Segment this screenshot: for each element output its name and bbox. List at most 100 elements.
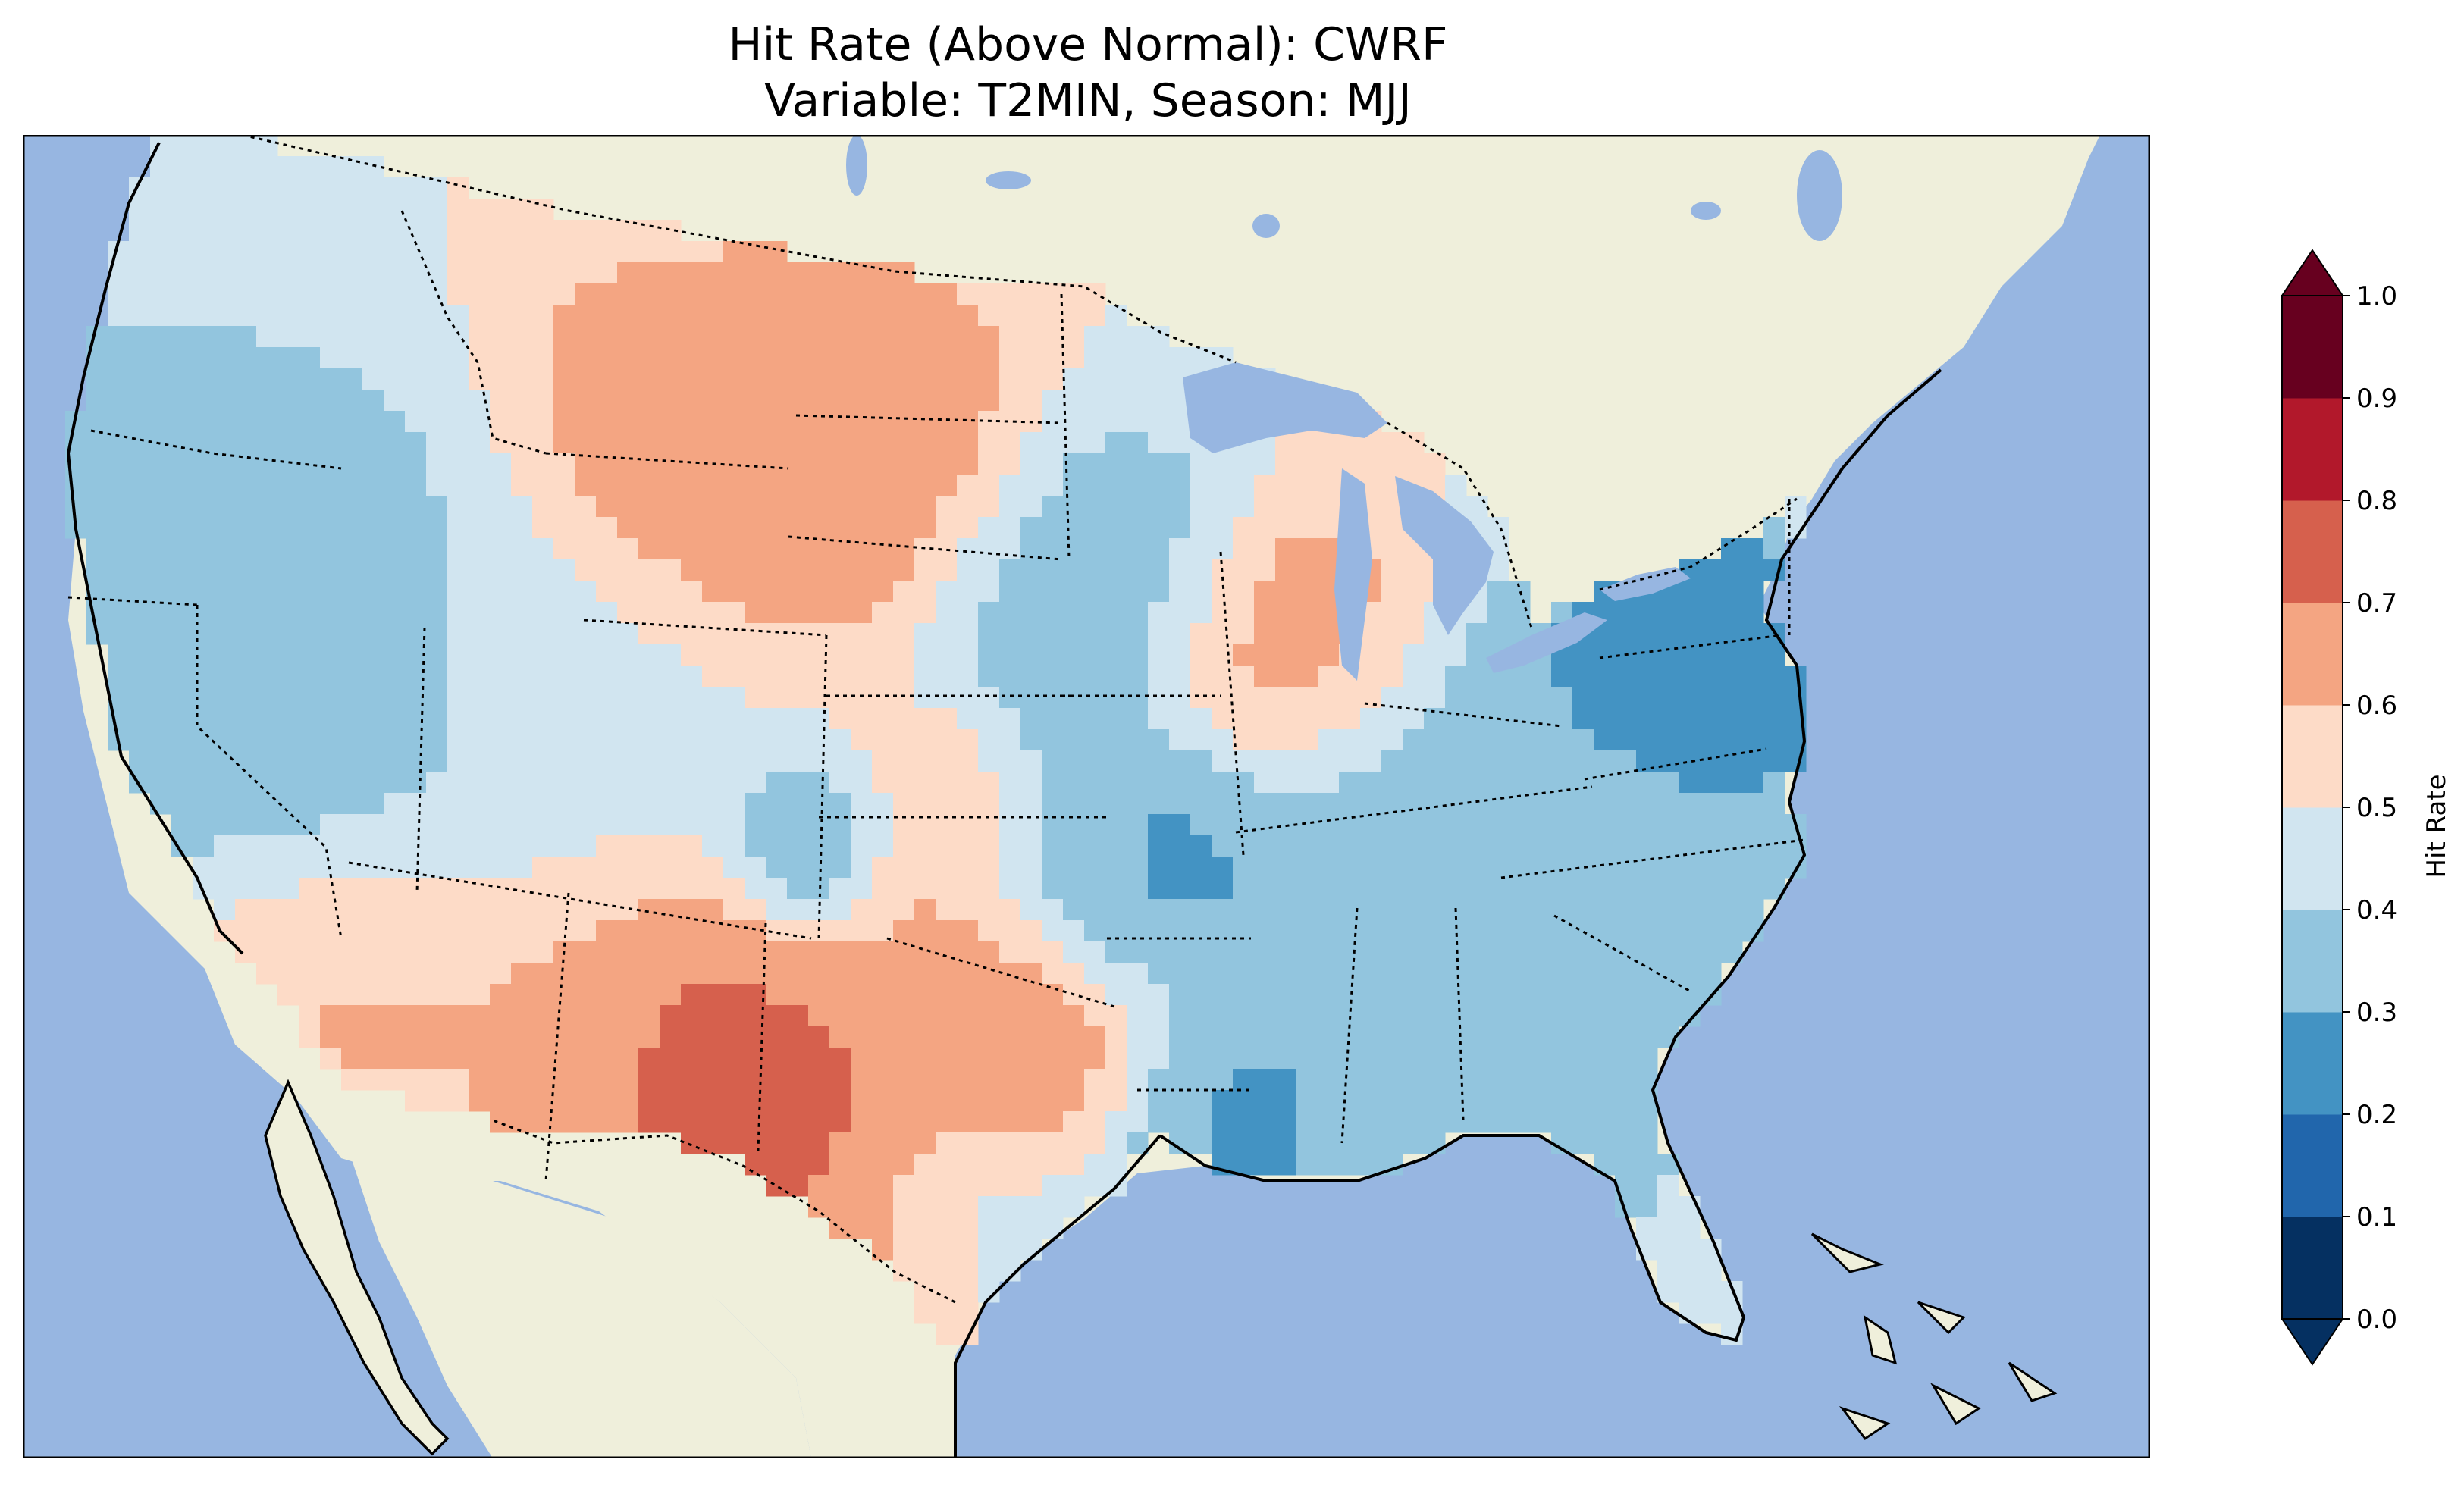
heatmap-cell (532, 496, 554, 518)
heatmap-cell (1042, 1048, 1064, 1070)
heatmap-cell (723, 666, 745, 687)
heatmap-cell (914, 1175, 936, 1197)
heatmap-cell (129, 432, 151, 454)
heatmap-cell (957, 899, 979, 921)
heatmap-cell (1233, 878, 1255, 900)
heatmap-cell (511, 581, 533, 603)
heatmap-cell (872, 475, 894, 496)
heatmap-cell (978, 1132, 1000, 1154)
heatmap-cell (766, 517, 788, 539)
heatmap-cell (1127, 814, 1149, 836)
heatmap-cell (575, 857, 597, 879)
heatmap-cell (1466, 963, 1488, 985)
heatmap-cell (490, 941, 512, 963)
heatmap-cell (1190, 1132, 1212, 1154)
heatmap-cell (150, 623, 172, 645)
heatmap-cell (256, 347, 278, 369)
heatmap-cell (766, 857, 788, 879)
heatmap-cell (957, 1005, 979, 1027)
heatmap-cell (86, 390, 108, 412)
heatmap-cell (1148, 1048, 1170, 1070)
heatmap-cell (660, 814, 682, 836)
heatmap-cell (1381, 1090, 1403, 1112)
heatmap-cell (808, 835, 830, 857)
heatmap-cell (936, 1090, 958, 1112)
heatmap-cell (384, 814, 406, 836)
heatmap-cell (1233, 1154, 1255, 1176)
heatmap-cell (1657, 814, 1679, 836)
heatmap-cell (1190, 878, 1212, 900)
heatmap-cell (851, 623, 873, 645)
heatmap-cell (1148, 390, 1170, 412)
heatmap-cell (214, 708, 236, 730)
heatmap-cell (1042, 283, 1064, 305)
heatmap-cell (1487, 941, 1509, 963)
heatmap-cell (872, 1005, 894, 1027)
heatmap-cell (808, 920, 830, 942)
heatmap-cell (108, 326, 130, 348)
heatmap-cell (1105, 963, 1127, 985)
heatmap-cell (872, 1175, 894, 1197)
heatmap-cell (405, 1005, 427, 1027)
heatmap-cell (1296, 475, 1318, 496)
heatmap-cell (1381, 857, 1403, 879)
heatmap-cell (893, 793, 915, 815)
heatmap-cell (1445, 1005, 1467, 1027)
heatmap-cell (384, 666, 406, 687)
heatmap-cell (1466, 496, 1488, 518)
heatmap-cell (256, 177, 278, 199)
heatmap-cell (999, 708, 1021, 730)
heatmap-cell (872, 1026, 894, 1048)
heatmap-cell (1530, 1048, 1552, 1070)
heatmap-cell (808, 453, 830, 475)
heatmap-cell (766, 878, 788, 900)
heatmap-cell (936, 687, 958, 709)
heatmap-cell (532, 283, 554, 305)
heatmap-cell (681, 878, 703, 900)
heatmap-cell (1296, 432, 1318, 454)
heatmap-cell (978, 772, 1000, 794)
heatmap-cell (723, 390, 745, 412)
heatmap-cell (1742, 538, 1764, 560)
heatmap-cell (1127, 1048, 1149, 1070)
heatmap-cell (1127, 411, 1149, 433)
heatmap-cell (214, 262, 236, 284)
heatmap-cell (1403, 963, 1425, 985)
heatmap-cell (893, 475, 915, 496)
heatmap-cell (1190, 963, 1212, 985)
heatmap-cell (1169, 984, 1191, 1006)
heatmap-cell (1636, 1132, 1658, 1154)
heatmap-cell (1721, 920, 1743, 942)
heatmap-cell (384, 941, 406, 963)
heatmap-cell (511, 453, 533, 475)
heatmap-cell (320, 538, 342, 560)
heatmap-cell (511, 326, 533, 348)
heatmap-cell (575, 729, 597, 751)
heatmap-cell (851, 453, 873, 475)
heatmap-cell (405, 411, 427, 433)
heatmap-cell (638, 538, 660, 560)
heatmap-cell (1063, 1026, 1085, 1048)
heatmap-cell (447, 283, 469, 305)
heatmap-cell (277, 984, 299, 1006)
heatmap-cell (1020, 878, 1042, 900)
heatmap-cell (405, 496, 427, 518)
heatmap-cell (1403, 941, 1425, 963)
heatmap-cell (108, 644, 130, 666)
heatmap-cell (1572, 687, 1594, 709)
heatmap-cell (277, 644, 299, 666)
heatmap-cell (1466, 899, 1488, 921)
heatmap-cell (1296, 814, 1318, 836)
heatmap-cell (1084, 390, 1106, 412)
heatmap-cell (1466, 1048, 1488, 1070)
heatmap-cell (575, 517, 597, 539)
heatmap-cell (1084, 305, 1106, 327)
heatmap-cell (1169, 666, 1191, 687)
heatmap-cell (1127, 559, 1149, 581)
heatmap-cell (299, 729, 321, 751)
heatmap-cell (1403, 602, 1425, 624)
heatmap-cell (936, 1154, 958, 1176)
heatmap-cell (362, 538, 384, 560)
heatmap-cell (405, 920, 427, 942)
heatmap-cell (129, 517, 151, 539)
